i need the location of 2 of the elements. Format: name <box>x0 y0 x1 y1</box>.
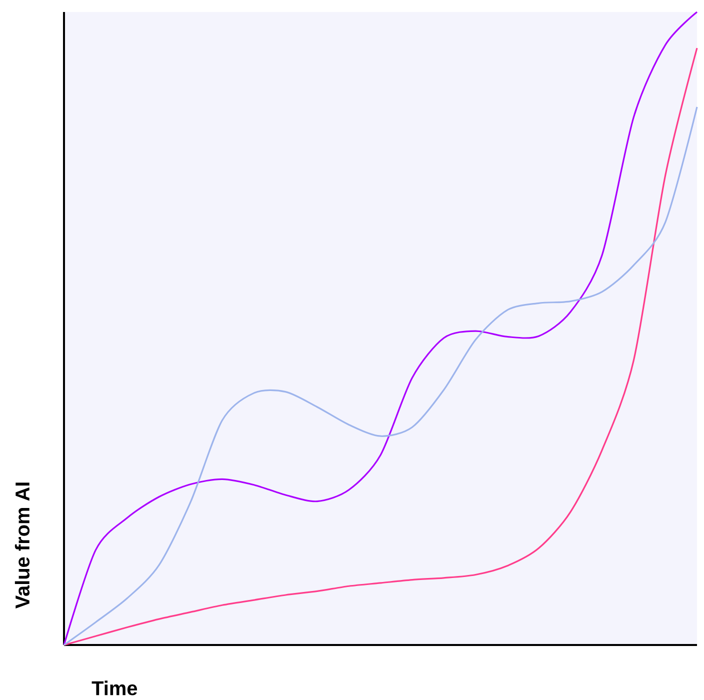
y-axis-title: Value from AI <box>14 482 30 609</box>
x-axis-title: Time <box>92 680 138 696</box>
